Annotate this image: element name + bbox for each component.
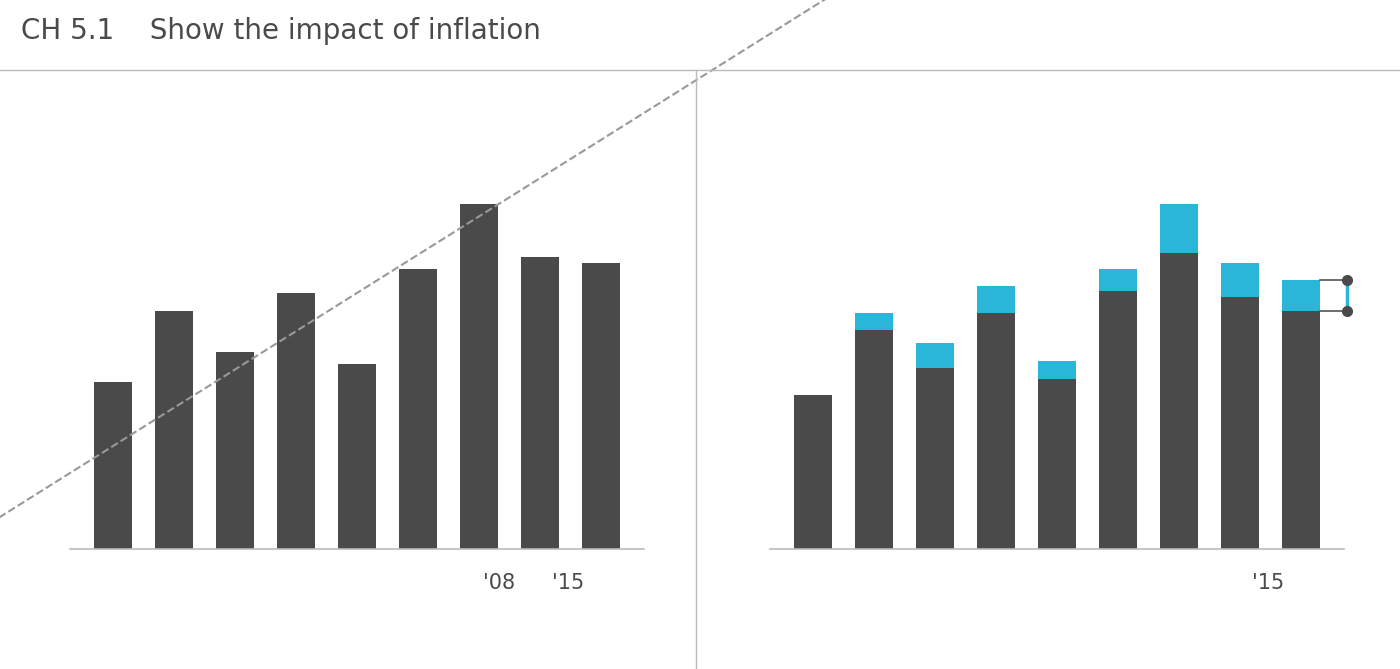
Bar xyxy=(977,313,1015,549)
Bar xyxy=(1282,280,1320,310)
Bar xyxy=(1161,204,1198,253)
Bar xyxy=(977,286,1015,313)
Bar xyxy=(461,204,498,549)
Bar xyxy=(916,343,953,368)
Bar xyxy=(855,313,893,330)
Bar xyxy=(855,330,893,549)
Bar xyxy=(1099,270,1137,292)
Text: '15: '15 xyxy=(552,573,584,593)
Bar xyxy=(1282,310,1320,549)
Bar xyxy=(216,353,253,549)
Bar xyxy=(582,263,620,549)
Bar xyxy=(794,395,832,549)
Bar xyxy=(155,311,193,549)
Bar xyxy=(399,269,437,549)
Bar xyxy=(277,293,315,549)
Bar xyxy=(521,258,559,549)
Bar xyxy=(1221,297,1259,549)
Bar xyxy=(1161,253,1198,549)
Bar xyxy=(1037,361,1077,379)
Text: '08: '08 xyxy=(483,573,515,593)
Bar xyxy=(916,368,953,549)
Text: CH 5.1    Show the impact of inflation: CH 5.1 Show the impact of inflation xyxy=(21,17,540,45)
Bar xyxy=(1037,379,1077,549)
Bar xyxy=(1099,292,1137,549)
Bar xyxy=(94,382,132,549)
Bar xyxy=(337,365,377,549)
Bar xyxy=(1221,263,1259,297)
Text: '15: '15 xyxy=(1252,573,1284,593)
